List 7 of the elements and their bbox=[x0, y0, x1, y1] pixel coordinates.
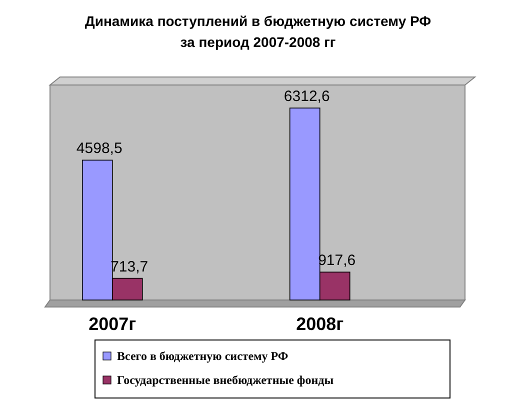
legend-label: Всего в бюджетную систему РФ bbox=[117, 349, 288, 363]
x-tick-label: 2008г bbox=[296, 314, 344, 334]
chart-title: Динамика поступлений в бюджетную систему РФ за период 2007-2008 гг bbox=[84, 13, 432, 50]
legend-label: Государственные внебюджетные фонды bbox=[117, 373, 334, 387]
data-label: 4598,5 bbox=[76, 140, 122, 158]
x-tick-label: 2007г bbox=[88, 314, 137, 334]
data-label: 6312,6 bbox=[284, 88, 330, 106]
